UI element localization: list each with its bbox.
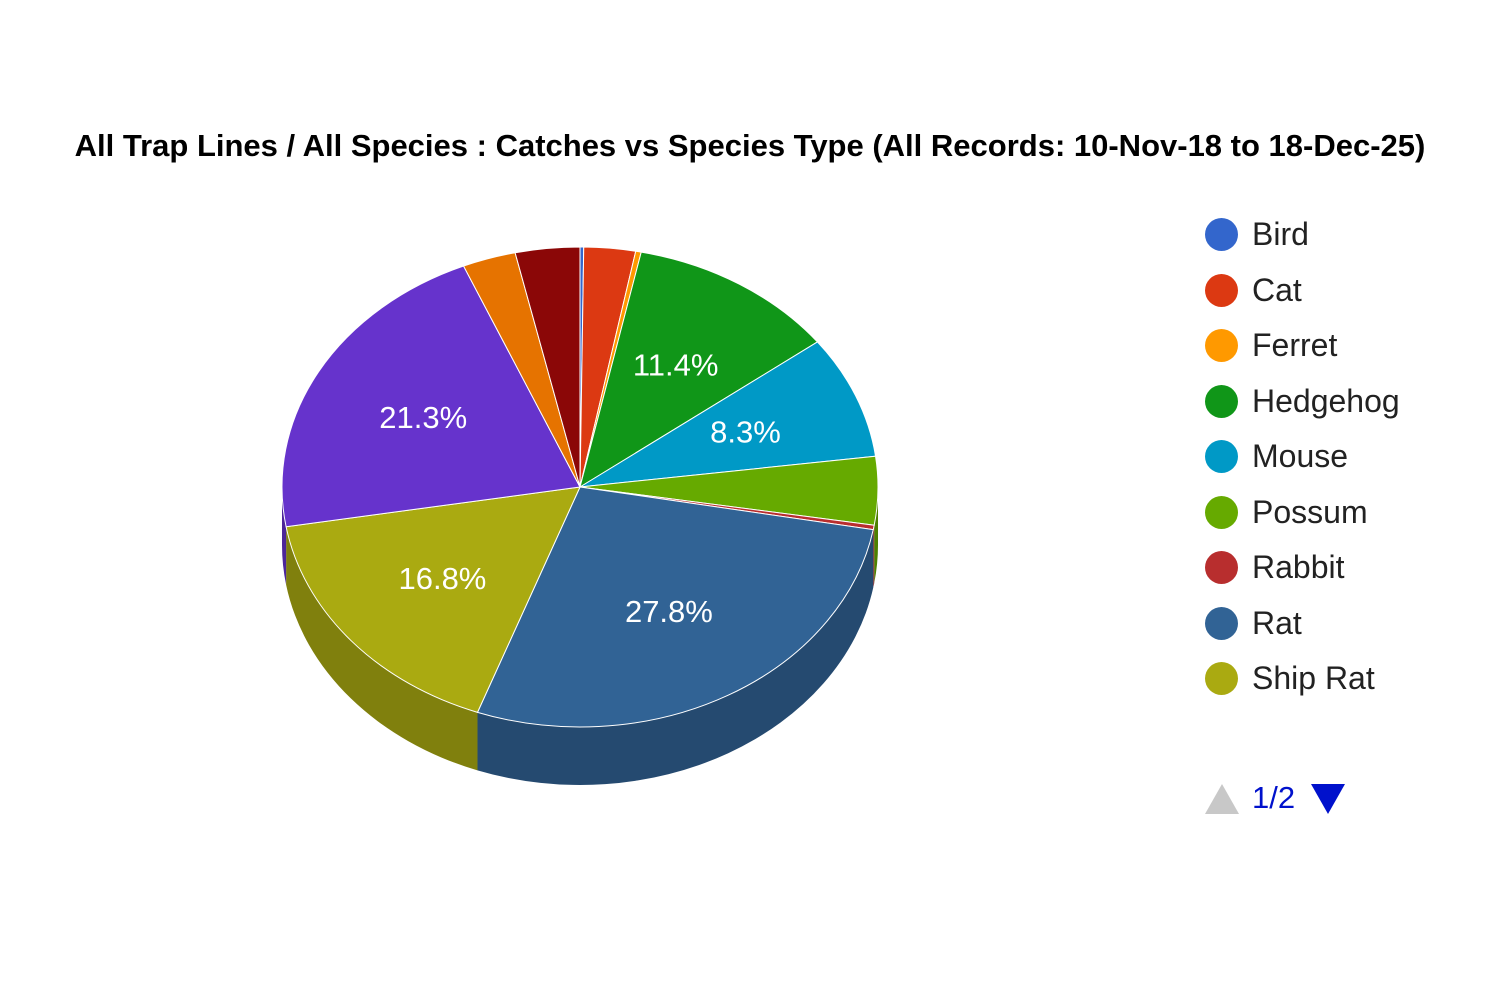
legend-item-ship-rat[interactable]: Ship Rat — [1205, 658, 1485, 698]
legend-item-mouse[interactable]: Mouse — [1205, 436, 1485, 476]
pie-slice-ship-rat[interactable] — [285, 486, 581, 713]
legend-label: Hedgehog — [1252, 382, 1400, 419]
pie-data-label: 8.3% — [710, 414, 781, 449]
legend-label: Rabbit — [1252, 549, 1345, 585]
legend-item-possum[interactable]: Possum — [1205, 492, 1485, 532]
legend-page-up-icon[interactable] — [1205, 784, 1239, 814]
legend-label: Rat — [1252, 604, 1302, 641]
pie-data-label: 16.8% — [398, 561, 486, 596]
pie-labels: 11.4% 8.3% 27.8% 16.8% 21.3% — [379, 347, 781, 629]
legend-item-rabbit[interactable]: Rabbit — [1205, 547, 1485, 587]
legend-label: Ship Rat — [1252, 660, 1375, 696]
pie-slice-other-9[interactable] — [281, 265, 581, 528]
legend-item-rat[interactable]: Rat — [1205, 603, 1485, 643]
pie-slice-mouse[interactable] — [579, 341, 877, 488]
legend-page-down-icon[interactable] — [1311, 784, 1345, 814]
pie-side-walls — [282, 487, 878, 785]
pie-slice-hedgehog[interactable] — [579, 251, 819, 489]
legend-label: Mouse — [1252, 438, 1349, 474]
pie-side-rat — [477, 529, 874, 785]
legend-swatch — [1205, 273, 1238, 307]
legend-label: Possum — [1252, 493, 1368, 530]
pie-data-label: 27.8% — [625, 594, 713, 629]
pie-slice-rat[interactable] — [476, 486, 874, 728]
pie-side-rabbit — [873, 525, 875, 588]
legend-swatch — [1205, 551, 1238, 584]
legend-item-hedgehog[interactable]: Hedgehog — [1205, 381, 1485, 421]
legend-item-ferret[interactable]: Ferret — [1205, 325, 1485, 365]
legend-swatch — [1205, 440, 1238, 473]
chart-title: All Trap Lines / All Species : Catches v… — [74, 128, 1426, 163]
legend-item-bird[interactable]: Bird — [1205, 214, 1485, 254]
legend-swatch — [1205, 384, 1238, 418]
pie-data-label: 21.3% — [379, 400, 467, 435]
legend-swatch — [1205, 606, 1238, 640]
legend-label: Ferret — [1252, 327, 1338, 363]
legend-swatch — [1205, 218, 1238, 251]
legend-item-cat[interactable]: Cat — [1205, 270, 1485, 310]
legend-page-indicator: 1/2 — [1252, 780, 1296, 815]
pie-data-label: 11.4% — [633, 347, 719, 382]
pie-side-other-9 — [282, 487, 287, 585]
pie-side-ship-rat — [286, 526, 478, 771]
pie-top — [281, 246, 879, 728]
legend-label: Cat — [1252, 271, 1302, 308]
pie-side-possum — [874, 487, 878, 584]
legend-swatch — [1205, 495, 1238, 529]
legend-swatch — [1205, 662, 1238, 695]
pie-slice-other-11[interactable] — [514, 246, 581, 488]
legend-label: Bird — [1252, 216, 1309, 252]
legend-pager: 1/2 — [1205, 778, 1365, 818]
legend-swatch — [1205, 329, 1238, 362]
